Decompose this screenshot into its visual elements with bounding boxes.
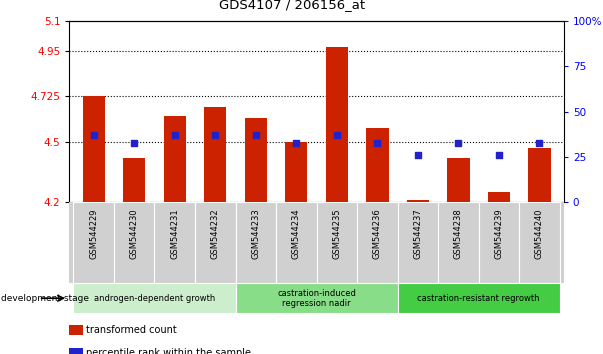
Bar	[74, 202, 114, 283]
Text: GSM544237: GSM544237	[414, 208, 422, 259]
Text: GSM544238: GSM544238	[454, 208, 463, 259]
Text: GSM544240: GSM544240	[535, 208, 544, 259]
Text: castration-induced
regression nadir: castration-induced regression nadir	[277, 289, 356, 308]
Bar	[69, 202, 564, 283]
Text: GSM544232: GSM544232	[211, 208, 219, 259]
Bar	[447, 158, 470, 202]
Text: GSM544234: GSM544234	[292, 208, 301, 259]
Bar	[154, 202, 195, 283]
Bar	[397, 283, 560, 313]
Text: GSM544231: GSM544231	[170, 208, 179, 259]
Bar	[195, 202, 236, 283]
Text: transformed count: transformed count	[86, 325, 177, 335]
Bar	[519, 202, 560, 283]
Text: percentile rank within the sample: percentile rank within the sample	[86, 348, 251, 354]
Point	[494, 152, 504, 158]
Bar	[528, 148, 551, 202]
Bar	[317, 202, 357, 283]
Point	[535, 140, 545, 145]
Point	[251, 132, 260, 137]
Bar	[83, 97, 105, 202]
Bar	[236, 202, 276, 283]
Text: GSM544233: GSM544233	[251, 208, 260, 259]
Text: GSM544236: GSM544236	[373, 208, 382, 259]
Point	[210, 132, 220, 137]
Bar	[123, 158, 145, 202]
Bar	[236, 283, 397, 313]
Text: GSM544239: GSM544239	[494, 208, 504, 259]
Bar	[479, 202, 519, 283]
Bar	[245, 118, 267, 202]
Point	[413, 152, 423, 158]
Bar	[438, 202, 479, 283]
Text: GDS4107 / 206156_at: GDS4107 / 206156_at	[219, 0, 365, 11]
Point	[291, 140, 301, 145]
Text: development stage: development stage	[1, 294, 89, 303]
Text: GSM544235: GSM544235	[332, 208, 341, 259]
Bar	[366, 127, 388, 202]
Point	[130, 140, 139, 145]
Bar	[114, 202, 154, 283]
Bar	[285, 142, 308, 202]
Text: GSM544229: GSM544229	[89, 208, 98, 259]
Text: GSM544230: GSM544230	[130, 208, 139, 259]
Bar	[407, 200, 429, 202]
Text: androgen-dependent growth: androgen-dependent growth	[94, 294, 215, 303]
Bar	[357, 202, 397, 283]
Bar	[163, 115, 186, 202]
Point	[170, 132, 180, 137]
Point	[89, 132, 98, 137]
Bar	[397, 202, 438, 283]
Bar	[488, 192, 510, 202]
Bar	[276, 202, 317, 283]
Point	[332, 132, 342, 137]
Bar	[74, 283, 236, 313]
Point	[453, 140, 463, 145]
Text: castration-resistant regrowth: castration-resistant regrowth	[417, 294, 540, 303]
Bar	[326, 47, 348, 202]
Bar	[204, 108, 226, 202]
Point	[373, 140, 382, 145]
